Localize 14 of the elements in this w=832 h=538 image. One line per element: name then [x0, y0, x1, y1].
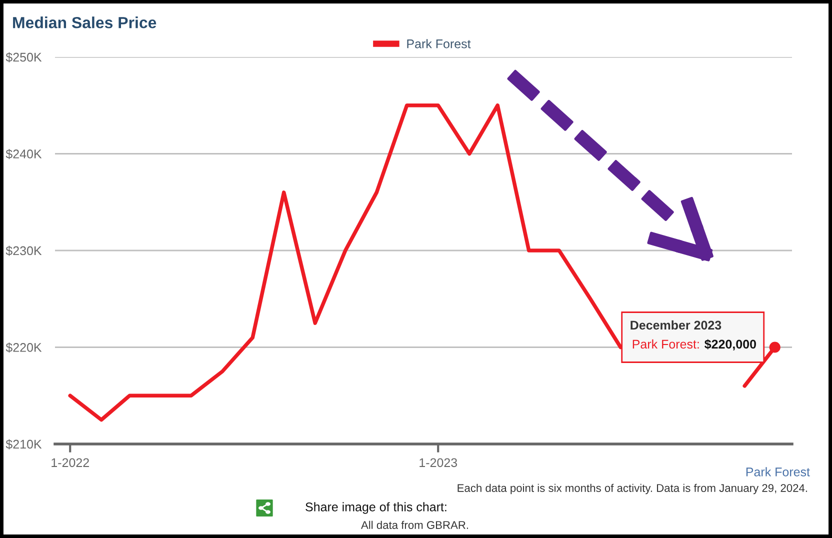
- y-tick-label: $250K: [6, 52, 42, 62]
- text: Share image of this chart:: [306, 502, 446, 514]
- x-tick-label: 1-2022: [52, 458, 89, 468]
- chart-title: Median Sales Price: [13, 16, 156, 28]
- annotation: December 2023 Park Forest: $220,000: [630, 320, 756, 350]
- y-tick-label: $240K: [6, 149, 42, 160]
- y-tick-label: $220K: [6, 342, 42, 353]
- legend-label: Park Forest: [407, 39, 471, 48]
- x-tick-label: 1-2023: [420, 458, 458, 468]
- text: Each data point is six months of activity. Data is from January 29, 2024.: [458, 484, 808, 494]
- y-tick-label: $210K: [6, 439, 42, 450]
- y-tick-label: $230K: [6, 246, 42, 256]
- text: All data from GBRAR.: [360, 520, 468, 529]
- text: Park Forest: [746, 467, 810, 476]
